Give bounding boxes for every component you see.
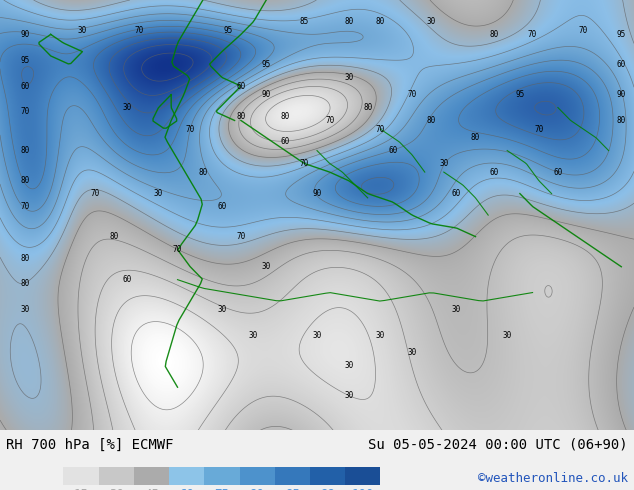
Text: 85: 85 <box>300 17 309 26</box>
Text: 30: 30 <box>376 331 385 340</box>
Text: 80: 80 <box>471 133 480 142</box>
Text: 60: 60 <box>452 189 461 198</box>
Text: 80: 80 <box>376 17 385 26</box>
Text: 80: 80 <box>490 30 499 39</box>
Text: 70: 70 <box>173 245 182 254</box>
Text: 30: 30 <box>344 361 353 370</box>
Text: 30: 30 <box>408 348 417 357</box>
Text: 60: 60 <box>281 138 290 147</box>
Text: 100: 100 <box>351 488 374 490</box>
Text: 90: 90 <box>21 30 30 39</box>
Text: 30: 30 <box>503 331 512 340</box>
Bar <box>134 467 169 485</box>
Text: 30: 30 <box>217 305 226 314</box>
Text: 60: 60 <box>553 168 562 176</box>
Text: 30: 30 <box>313 331 321 340</box>
Bar <box>310 467 345 485</box>
Bar <box>345 467 380 485</box>
Text: 45: 45 <box>144 488 159 490</box>
Text: 60: 60 <box>179 488 194 490</box>
Text: 60: 60 <box>490 168 499 176</box>
Text: 30: 30 <box>154 189 163 198</box>
Text: 60: 60 <box>236 81 245 91</box>
Text: 30: 30 <box>78 25 87 35</box>
Text: 80: 80 <box>617 116 626 125</box>
Text: 80: 80 <box>198 168 207 176</box>
Text: Su 05-05-2024 00:00 UTC (06+90): Su 05-05-2024 00:00 UTC (06+90) <box>368 438 628 451</box>
Text: 30: 30 <box>452 305 461 314</box>
Bar <box>240 467 275 485</box>
Text: 95: 95 <box>617 30 626 39</box>
Text: 30: 30 <box>427 17 436 26</box>
Text: 75: 75 <box>214 488 230 490</box>
Text: 30: 30 <box>249 331 258 340</box>
Text: 90: 90 <box>262 90 271 99</box>
Text: 60: 60 <box>389 146 398 155</box>
Text: 70: 70 <box>579 25 588 35</box>
Text: 80: 80 <box>110 232 119 241</box>
Text: 90: 90 <box>617 90 626 99</box>
Text: 70: 70 <box>21 107 30 116</box>
Text: 95: 95 <box>262 60 271 69</box>
Text: 30: 30 <box>122 103 131 112</box>
Text: 80: 80 <box>281 112 290 121</box>
Text: 15: 15 <box>74 488 89 490</box>
Text: 80: 80 <box>21 254 30 263</box>
Text: 95: 95 <box>285 488 300 490</box>
Text: 70: 70 <box>21 202 30 211</box>
Text: 70: 70 <box>135 25 144 35</box>
Text: 99: 99 <box>320 488 335 490</box>
Text: ©weatheronline.co.uk: ©weatheronline.co.uk <box>477 472 628 485</box>
Text: 70: 70 <box>236 232 245 241</box>
Text: 95: 95 <box>224 25 233 35</box>
Text: 30: 30 <box>262 262 271 271</box>
Text: 60: 60 <box>122 275 131 284</box>
Text: 80: 80 <box>236 112 245 121</box>
Bar <box>204 467 240 485</box>
Bar <box>275 467 310 485</box>
Bar <box>63 467 99 485</box>
Text: 30: 30 <box>439 159 448 168</box>
Bar <box>99 467 134 485</box>
Text: 70: 70 <box>300 159 309 168</box>
Text: 80: 80 <box>21 279 30 289</box>
Text: 30: 30 <box>21 305 30 314</box>
Text: 70: 70 <box>325 116 334 125</box>
Text: 70: 70 <box>408 90 417 99</box>
Text: 60: 60 <box>21 81 30 91</box>
Text: 80: 80 <box>427 116 436 125</box>
Text: 95: 95 <box>21 56 30 65</box>
Text: 60: 60 <box>617 60 626 69</box>
Text: 80: 80 <box>21 176 30 185</box>
Text: 70: 70 <box>91 189 100 198</box>
Text: 70: 70 <box>376 124 385 134</box>
Text: 90: 90 <box>313 189 321 198</box>
Text: RH 700 hPa [%] ECMWF: RH 700 hPa [%] ECMWF <box>6 438 174 451</box>
Text: 30: 30 <box>344 392 353 400</box>
Text: 90: 90 <box>250 488 264 490</box>
Text: 70: 70 <box>186 124 195 134</box>
Bar <box>169 467 204 485</box>
Text: 30: 30 <box>344 73 353 82</box>
Text: 70: 70 <box>528 30 537 39</box>
Text: 70: 70 <box>534 124 543 134</box>
Text: 60: 60 <box>217 202 226 211</box>
Text: 30: 30 <box>109 488 124 490</box>
Text: 80: 80 <box>21 146 30 155</box>
Text: 80: 80 <box>363 103 372 112</box>
Text: 95: 95 <box>515 90 524 99</box>
Text: 80: 80 <box>344 17 353 26</box>
